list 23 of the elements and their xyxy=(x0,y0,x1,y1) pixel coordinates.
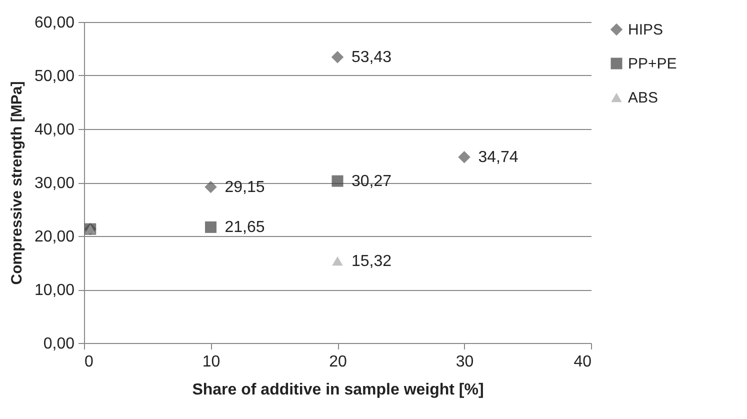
x-tick-label: 20 xyxy=(329,354,347,370)
y-axis-title: Compressive strength [MPa] xyxy=(8,81,26,285)
y-tick-label: 60,00 xyxy=(34,14,75,32)
legend-label: PP+PE xyxy=(628,56,677,72)
x-tick-label: 40 xyxy=(574,354,592,370)
legend-label: ABS xyxy=(628,90,658,106)
x-axis-title: Share of additive in sample weight [%] xyxy=(192,382,484,398)
y-tick-label: 10,00 xyxy=(34,282,75,299)
y-tick-label: 20,00 xyxy=(34,228,75,246)
x-tick-label: 0 xyxy=(84,354,94,370)
x-tick-label: 30 xyxy=(456,354,474,370)
y-tick-label: 30,00 xyxy=(34,175,75,192)
data-label: 29,15 xyxy=(224,179,265,196)
data-label: 30,27 xyxy=(352,173,392,190)
y-tick-label: 40,00 xyxy=(34,122,75,138)
legend-label: HIPS xyxy=(628,22,664,38)
x-tick-label: 10 xyxy=(202,354,220,370)
data-label: 53,43 xyxy=(352,49,392,66)
data-label: 15,32 xyxy=(352,253,392,270)
y-tick-label: 0,00 xyxy=(43,336,75,352)
data-label: 34,74 xyxy=(478,149,518,166)
y-tick-label: 50,00 xyxy=(34,68,75,85)
data-label: 21,65 xyxy=(224,219,265,236)
